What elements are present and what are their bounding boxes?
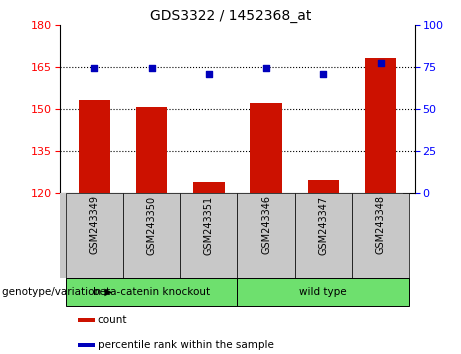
Text: GSM243347: GSM243347 [318,195,328,255]
Text: GSM243350: GSM243350 [147,195,157,255]
Text: percentile rank within the sample: percentile rank within the sample [98,341,273,350]
Text: genotype/variation ▶: genotype/variation ▶ [2,287,112,297]
Text: GSM243351: GSM243351 [204,195,214,255]
Text: GDS3322 / 1452368_at: GDS3322 / 1452368_at [150,9,311,23]
Text: beta-catenin knockout: beta-catenin knockout [93,287,210,297]
Bar [295,193,352,278]
Bar [78,101,110,193]
Point [319,71,327,76]
Bar [65,193,123,278]
Point [262,66,270,72]
Point [205,71,213,76]
Bar [77,343,95,347]
Point [91,66,98,72]
Bar [352,193,409,278]
Text: wild type: wild type [300,287,347,297]
Bar [193,182,225,193]
Bar [180,193,237,278]
Bar [136,108,167,193]
Text: GSM243348: GSM243348 [376,195,385,255]
Bar [77,318,95,321]
Point [148,66,155,72]
Text: count: count [98,315,127,325]
Bar [123,193,180,278]
Text: GSM243346: GSM243346 [261,195,271,255]
Bar [237,279,409,306]
Text: GSM243349: GSM243349 [89,195,99,255]
Bar [250,103,282,193]
Point [377,61,384,66]
Bar [237,193,295,278]
Bar [65,279,237,306]
Bar [307,180,339,193]
Bar [365,58,396,193]
